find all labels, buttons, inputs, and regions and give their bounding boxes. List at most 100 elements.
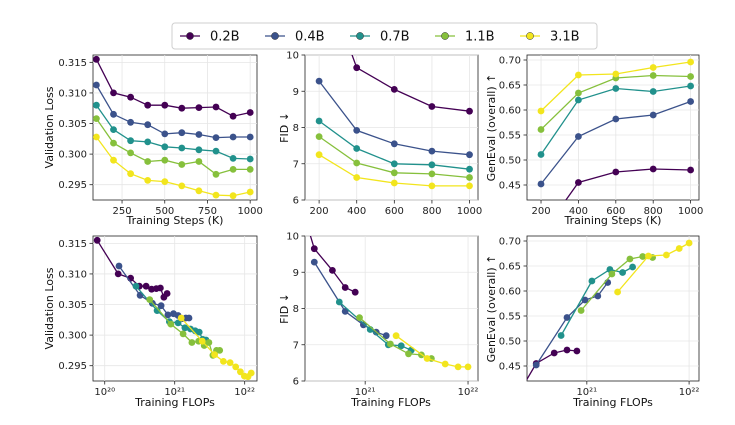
series-line-1.1B [95,118,251,176]
data-point-0.7B [315,117,323,125]
x-tick-label: 10²⁰ [94,387,115,398]
x-axis-label: Training FLOPs [350,396,431,409]
data-point-0.2B [110,89,117,97]
legend-box [171,22,598,50]
series-layer [309,236,472,371]
data-point-1.1B [466,174,473,181]
series-layer [537,58,694,200]
data-point-0.4B [581,296,589,304]
y-tick-label: 8 [293,304,299,315]
legend-entry-0.7B: 0.7B [350,30,410,45]
data-point-0.2B [563,346,571,354]
data-point-0.4B [93,81,100,89]
y-tick-label: 6 [293,377,299,388]
y-tick-label: 0.305 [58,119,87,130]
x-tick-label: 800 [422,206,441,217]
legend-label-0.4B: 0.4B [295,30,325,45]
series-line-0.2B [95,59,251,117]
data-point-0.7B [153,307,161,314]
x-tick-label: 200 [531,206,550,217]
data-point-3.1B [315,151,323,159]
y-ticks: 0.295 0.300 0.305 0.310 0.315 [58,58,93,191]
x-tick-label: 500 [155,206,174,217]
data-point-1.1B [146,296,154,303]
panel-geneval-vs-flops: 10²¹ 10²² 0.45 0.50 0.55 0.60 0.65 0.70 Traini… [485,235,700,409]
data-point-3.1B [229,192,237,200]
y-tick-label: 0.60 [499,106,521,117]
y-tick-label: 0.70 [499,56,521,67]
y-ticks: 0.45 0.50 0.55 0.60 0.65 0.70 [499,56,527,192]
legend-marker-0.4B [271,32,279,40]
data-point-0.2B [687,166,694,174]
data-point-0.2B [310,245,318,253]
data-point-0.7B [110,126,117,133]
x-ticks: 200 400 600 800 1000 [531,200,703,217]
x-tick-label: 10²¹ [576,387,597,398]
y-tick-label: 10 [286,232,299,243]
data-point-0.2B [229,112,237,120]
y-tick-label: 7 [293,159,299,170]
data-point-0.4B [466,151,473,159]
data-point-1.1B [144,158,152,165]
data-point-1.1B [537,126,545,133]
data-point-0.4B [157,302,165,310]
y-axis-label: GenEval (overall) ↑ [485,255,498,363]
data-point-1.1B [212,170,220,178]
data-point-3.1B [575,71,582,79]
data-point-3.1B [144,177,152,184]
x-tick-label: 10²² [679,387,700,398]
data-point-0.7B [229,155,237,162]
series-line-3.1B [95,136,251,197]
data-point-1.1B [649,72,657,79]
legend-label-1.1B: 1.1B [465,30,495,45]
data-point-3.1B [237,368,244,376]
data-point-3.1B [537,107,545,115]
y-axis-label: FID ↓ [278,112,291,143]
y-tick-label: 0.300 [58,331,87,342]
data-point-0.7B [246,155,254,163]
data-point-0.4B [612,115,620,123]
x-axis-label: Training Steps (K) [126,214,224,227]
legend-marker-0.7B [356,32,364,40]
data-point-1.1B [229,166,237,173]
y-tick-label: 0.65 [499,262,521,273]
data-point-1.1B [405,350,412,358]
x-tick-label: 200 [310,206,329,217]
data-point-0.7B [649,88,657,95]
data-point-1.1B [639,253,647,260]
data-point-3.1B [685,239,693,247]
x-tick-label: 600 [385,206,404,217]
data-point-1.1B [179,330,187,338]
data-point-3.1B [247,369,255,377]
data-point-0.7B [93,101,100,109]
data-point-0.7B [687,82,694,90]
x-tick-label: 10²² [458,387,479,398]
data-point-3.1B [454,363,462,371]
data-point-1.1B [178,161,186,168]
data-point-0.2B [550,349,558,357]
data-point-0.4B [687,98,694,105]
data-point-3.1B [390,179,398,187]
y-tick-label: 0.315 [58,58,87,69]
y-tick-label: 0.50 [499,156,521,167]
data-point-3.1B [178,182,186,190]
y-tick-label: 0.70 [499,237,521,248]
data-point-1.1B [205,339,213,346]
data-point-0.4B [195,131,203,138]
y-tick-label: 0.305 [58,300,87,311]
data-point-3.1B [392,332,400,340]
y-tick-label: 9 [293,268,299,279]
data-point-0.4B [532,361,540,369]
data-point-3.1B [428,182,436,190]
data-point-0.7B [353,145,361,152]
y-tick-label: 0.50 [499,337,521,348]
legend-marker-3.1B [526,32,534,40]
panel-loss-vs-flops: 10²⁰ 10²¹ 10²² 0.295 0.300 0.305 0.310 0.315 T… [43,235,258,409]
y-tick-label: 0.45 [499,362,521,373]
series-layer [93,55,254,200]
legend-marker-0.2B [186,32,194,40]
x-tick-label: 10²¹ [164,387,185,398]
data-point-0.7B [397,342,405,350]
legend-entry-1.1B: 1.1B [435,30,495,45]
